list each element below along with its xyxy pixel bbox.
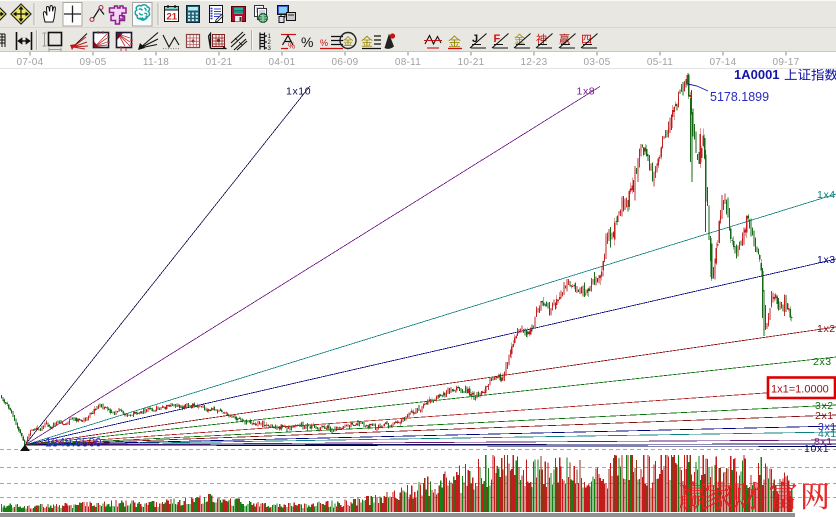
svg-text:06-09: 06-09 xyxy=(331,57,358,68)
svg-text:F: F xyxy=(494,33,501,45)
svg-text:5178.1899: 5178.1899 xyxy=(710,90,769,104)
svg-text:12-23: 12-23 xyxy=(520,57,547,68)
svg-text:3: 3 xyxy=(268,46,272,52)
svg-text:07-04: 07-04 xyxy=(16,57,43,68)
svg-text:8x1: 8x1 xyxy=(814,436,833,448)
svg-text:2: 2 xyxy=(268,40,272,46)
svg-text:09-17: 09-17 xyxy=(772,57,799,68)
svg-text:1849.6500: 1849.6500 xyxy=(45,436,102,450)
svg-text:%: % xyxy=(288,42,295,51)
svg-text:11-18: 11-18 xyxy=(143,57,169,68)
svg-text:03-05: 03-05 xyxy=(583,57,610,68)
svg-text:05-11: 05-11 xyxy=(647,57,673,68)
svg-text:21: 21 xyxy=(167,12,178,23)
svg-text:1x8: 1x8 xyxy=(577,86,596,98)
svg-text:2x1: 2x1 xyxy=(815,410,834,422)
svg-text:1x10: 1x10 xyxy=(286,86,311,98)
svg-text:2x3: 2x3 xyxy=(813,356,832,368)
svg-text:10-21: 10-21 xyxy=(457,57,484,68)
svg-text:1: 1 xyxy=(268,34,272,40)
svg-text:01-21: 01-21 xyxy=(205,57,232,68)
svg-text:%: % xyxy=(301,34,313,50)
svg-text:1x3: 1x3 xyxy=(817,254,836,266)
svg-text:3x1: 3x1 xyxy=(818,421,836,433)
svg-text:10x1: 10x1 xyxy=(804,443,829,455)
svg-text:1x1=1.0000: 1x1=1.0000 xyxy=(771,384,829,396)
svg-text:1x4: 1x4 xyxy=(817,189,836,201)
svg-text:%: % xyxy=(320,38,328,48)
svg-text:3x2: 3x2 xyxy=(815,400,834,412)
svg-text:08-11: 08-11 xyxy=(395,57,421,68)
svg-text:J: J xyxy=(472,33,478,45)
svg-text:1x2: 1x2 xyxy=(817,323,836,335)
svg-text:1A0001: 1A0001 xyxy=(734,67,780,82)
svg-text:4x1: 4x1 xyxy=(818,428,836,440)
svg-text:09-05: 09-05 xyxy=(79,57,106,68)
svg-text:07-14: 07-14 xyxy=(709,57,736,68)
svg-text:04-01: 04-01 xyxy=(268,57,295,68)
